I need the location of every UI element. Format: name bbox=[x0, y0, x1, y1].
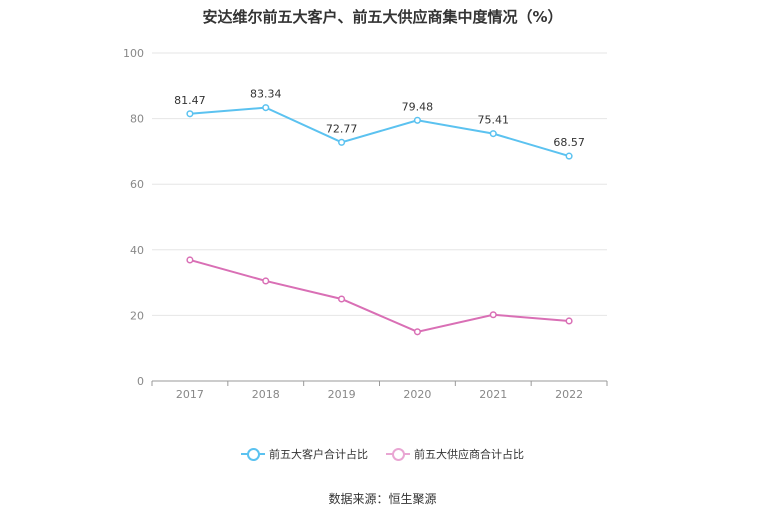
legend-item-suppliers[interactable]: 前五大供应商合计占比 bbox=[386, 446, 524, 462]
data-point[interactable] bbox=[413, 116, 421, 124]
x-tick-label: 2020 bbox=[403, 388, 431, 401]
x-tick-label: 2019 bbox=[328, 388, 356, 401]
data-source: 数据来源：恒生聚源 bbox=[328, 492, 437, 506]
y-tick-label: 20 bbox=[130, 309, 144, 322]
x-tick-label: 2018 bbox=[252, 388, 280, 401]
y-tick-label: 100 bbox=[123, 47, 144, 60]
series-line-1 bbox=[189, 259, 570, 333]
data-label: 81.47 bbox=[174, 94, 206, 107]
data-point[interactable] bbox=[338, 138, 346, 146]
data-point[interactable] bbox=[489, 130, 497, 138]
data-label: 79.48 bbox=[402, 100, 434, 113]
y-tick-label: 80 bbox=[130, 113, 144, 126]
legend-marker-suppliers bbox=[386, 447, 410, 461]
x-tick-label: 2021 bbox=[479, 388, 507, 401]
legend-label-customers: 前五大客户合计占比 bbox=[269, 448, 368, 461]
x-tick-label: 2022 bbox=[555, 388, 583, 401]
data-point[interactable] bbox=[262, 104, 270, 112]
data-point[interactable] bbox=[338, 295, 346, 303]
data-point[interactable] bbox=[186, 110, 194, 118]
data-point[interactable] bbox=[186, 256, 194, 264]
series-layer: 81.47 83.34 72.77 79.48 75.41 68.57 bbox=[174, 88, 585, 336]
y-tick-label: 60 bbox=[130, 178, 144, 191]
axis-layer: 0 20 40 60 80 100 2017 2018 2019 2020 2021 2022 bbox=[123, 47, 608, 401]
y-tick-label: 0 bbox=[137, 375, 144, 388]
data-label: 75.41 bbox=[478, 114, 510, 127]
legend-item-customers[interactable]: 前五大客户合计占比 bbox=[241, 446, 368, 462]
y-tick-label: 40 bbox=[130, 244, 144, 257]
data-label: 83.34 bbox=[250, 88, 282, 101]
data-point[interactable] bbox=[565, 152, 573, 160]
data-label: 72.77 bbox=[326, 122, 358, 135]
series-line-0 bbox=[189, 106, 570, 158]
chart-title: 安达维尔前五大客户、前五大供应商集中度情况（%） bbox=[202, 8, 563, 26]
data-point[interactable] bbox=[262, 277, 270, 285]
data-label: 68.57 bbox=[553, 136, 585, 149]
legend-marker-customers bbox=[241, 447, 265, 461]
data-point[interactable] bbox=[413, 328, 421, 336]
data-point[interactable] bbox=[565, 317, 573, 325]
data-point[interactable] bbox=[489, 311, 497, 319]
grid-layer bbox=[152, 52, 607, 316]
x-tick-label: 2017 bbox=[176, 388, 204, 401]
legend: 前五大客户合计占比 前五大供应商合计占比 bbox=[0, 446, 765, 462]
legend-label-suppliers: 前五大供应商合计占比 bbox=[414, 448, 524, 461]
